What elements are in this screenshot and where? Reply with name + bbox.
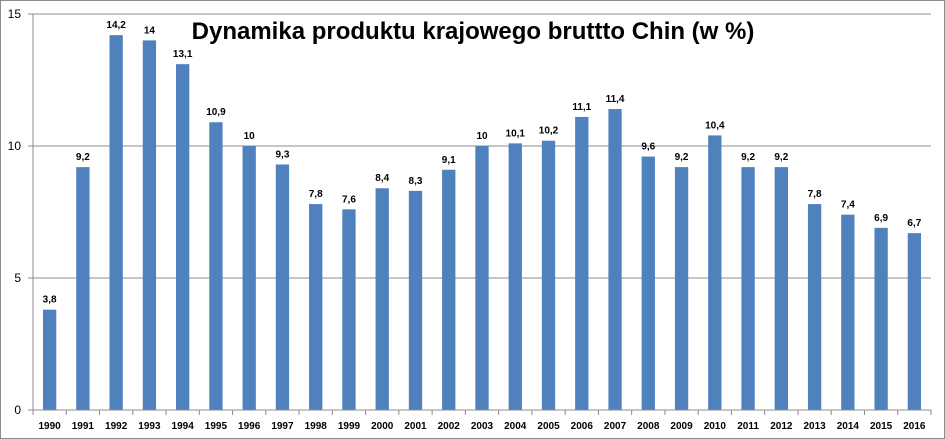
data-label: 8,3: [409, 176, 423, 187]
bar-1995: [209, 122, 223, 411]
bar-1992: [109, 35, 123, 411]
x-tick-label: 1998: [305, 421, 328, 432]
x-tick-label: 1990: [39, 421, 62, 432]
bar-2003: [475, 146, 489, 410]
data-label: 10: [476, 131, 488, 142]
bar-2010: [708, 135, 722, 410]
x-tick-label: 2007: [604, 421, 627, 432]
bar-2000: [375, 188, 389, 410]
bar-1997: [275, 164, 290, 410]
bar-1999: [342, 209, 356, 410]
x-tick-label: 1995: [205, 421, 228, 432]
bar-2013: [807, 204, 822, 410]
bar-2007: [608, 109, 622, 410]
bar-2005: [541, 140, 556, 410]
data-label: 9,1: [442, 155, 456, 166]
bar-1990: [42, 309, 57, 410]
x-tick-label: 2004: [504, 421, 527, 432]
x-tick-label: 1997: [271, 421, 294, 432]
bar-2016: [907, 233, 922, 410]
x-tick-label: 1999: [338, 421, 361, 432]
data-label: 10,2: [539, 126, 559, 137]
data-label: 11,4: [606, 94, 625, 105]
data-label: 13,1: [173, 49, 193, 60]
data-label: 7,4: [841, 200, 855, 211]
x-tick-label: 2016: [903, 421, 926, 432]
data-labels: 3,8 9,2 14,2 14 13,1 10,9 10 9,3 7,8 7,6 8,4 8,3 9,1…: [43, 20, 922, 306]
bar-1994: [176, 64, 190, 410]
axes: 0 5 10 15 1990 1991 1992 1993 1994 1995 1996 1997 19…: [8, 7, 932, 432]
x-tick-label: 1992: [105, 421, 128, 432]
x-tick-label: 2005: [537, 421, 560, 432]
bar-2004: [508, 143, 522, 411]
bar-2011: [741, 167, 755, 410]
data-label: 10: [244, 131, 256, 142]
data-label: 6,9: [874, 213, 888, 224]
y-tick-label: 0: [14, 403, 21, 417]
x-tick-label: 1993: [138, 421, 161, 432]
data-label: 9,3: [275, 149, 289, 160]
data-label: 7,8: [808, 189, 822, 200]
x-tick-label: 2012: [770, 421, 793, 432]
bar-1998: [309, 204, 323, 410]
x-tick-label: 2009: [670, 421, 693, 432]
y-tick-label: 15: [8, 7, 22, 21]
data-label: 10,1: [506, 128, 526, 139]
data-label: 7,8: [309, 189, 323, 200]
data-label: 11,1: [572, 102, 591, 113]
data-label: 9,2: [76, 152, 90, 163]
bar-2008: [641, 156, 655, 410]
bar-2015: [874, 227, 888, 410]
x-tick-label: 2000: [371, 421, 394, 432]
bar-2006: [575, 116, 589, 411]
x-tick-label: 2006: [571, 421, 594, 432]
data-label: 3,8: [43, 295, 57, 306]
data-label: 14: [144, 25, 156, 36]
x-tick-label: 2002: [438, 421, 461, 432]
x-tick-label: 1991: [72, 421, 95, 432]
bars: [42, 35, 922, 411]
x-tick-label: 2008: [637, 421, 660, 432]
x-tick-label: 2010: [704, 421, 727, 432]
y-tick-label: 10: [8, 139, 22, 153]
data-label: 8,4: [375, 173, 389, 184]
x-tick-label: 1994: [172, 421, 195, 432]
data-label: 10,4: [705, 120, 725, 131]
x-tick-label: 2001: [404, 421, 427, 432]
bar-1991: [76, 167, 90, 410]
x-tick-label: 2003: [471, 421, 494, 432]
data-label: 7,6: [342, 194, 356, 205]
x-tick-label: 2011: [737, 421, 759, 432]
bar-2014: [841, 214, 855, 410]
x-tick-label: 2013: [803, 421, 826, 432]
chart-title: Dynamika produktu krajowego bruttto Chin…: [192, 18, 755, 45]
bar-2009: [674, 167, 689, 410]
bar-2002: [442, 169, 456, 410]
data-label: 9,2: [675, 152, 689, 163]
data-label: 6,7: [907, 218, 921, 229]
bar-1996: [242, 146, 256, 410]
bar-2001: [408, 190, 423, 410]
y-tick-label: 5: [14, 271, 21, 285]
data-label: 9,2: [741, 152, 755, 163]
x-tick-label: 2015: [870, 421, 893, 432]
bar-2012: [774, 167, 788, 410]
bar-1993: [142, 40, 157, 411]
x-tick-label: 2014: [837, 421, 860, 432]
data-label: 9,2: [774, 152, 788, 163]
data-label: 14,2: [106, 20, 126, 31]
data-label: 10,9: [206, 107, 226, 118]
x-tick-label: 1996: [238, 421, 261, 432]
data-label: 9,6: [641, 142, 655, 153]
